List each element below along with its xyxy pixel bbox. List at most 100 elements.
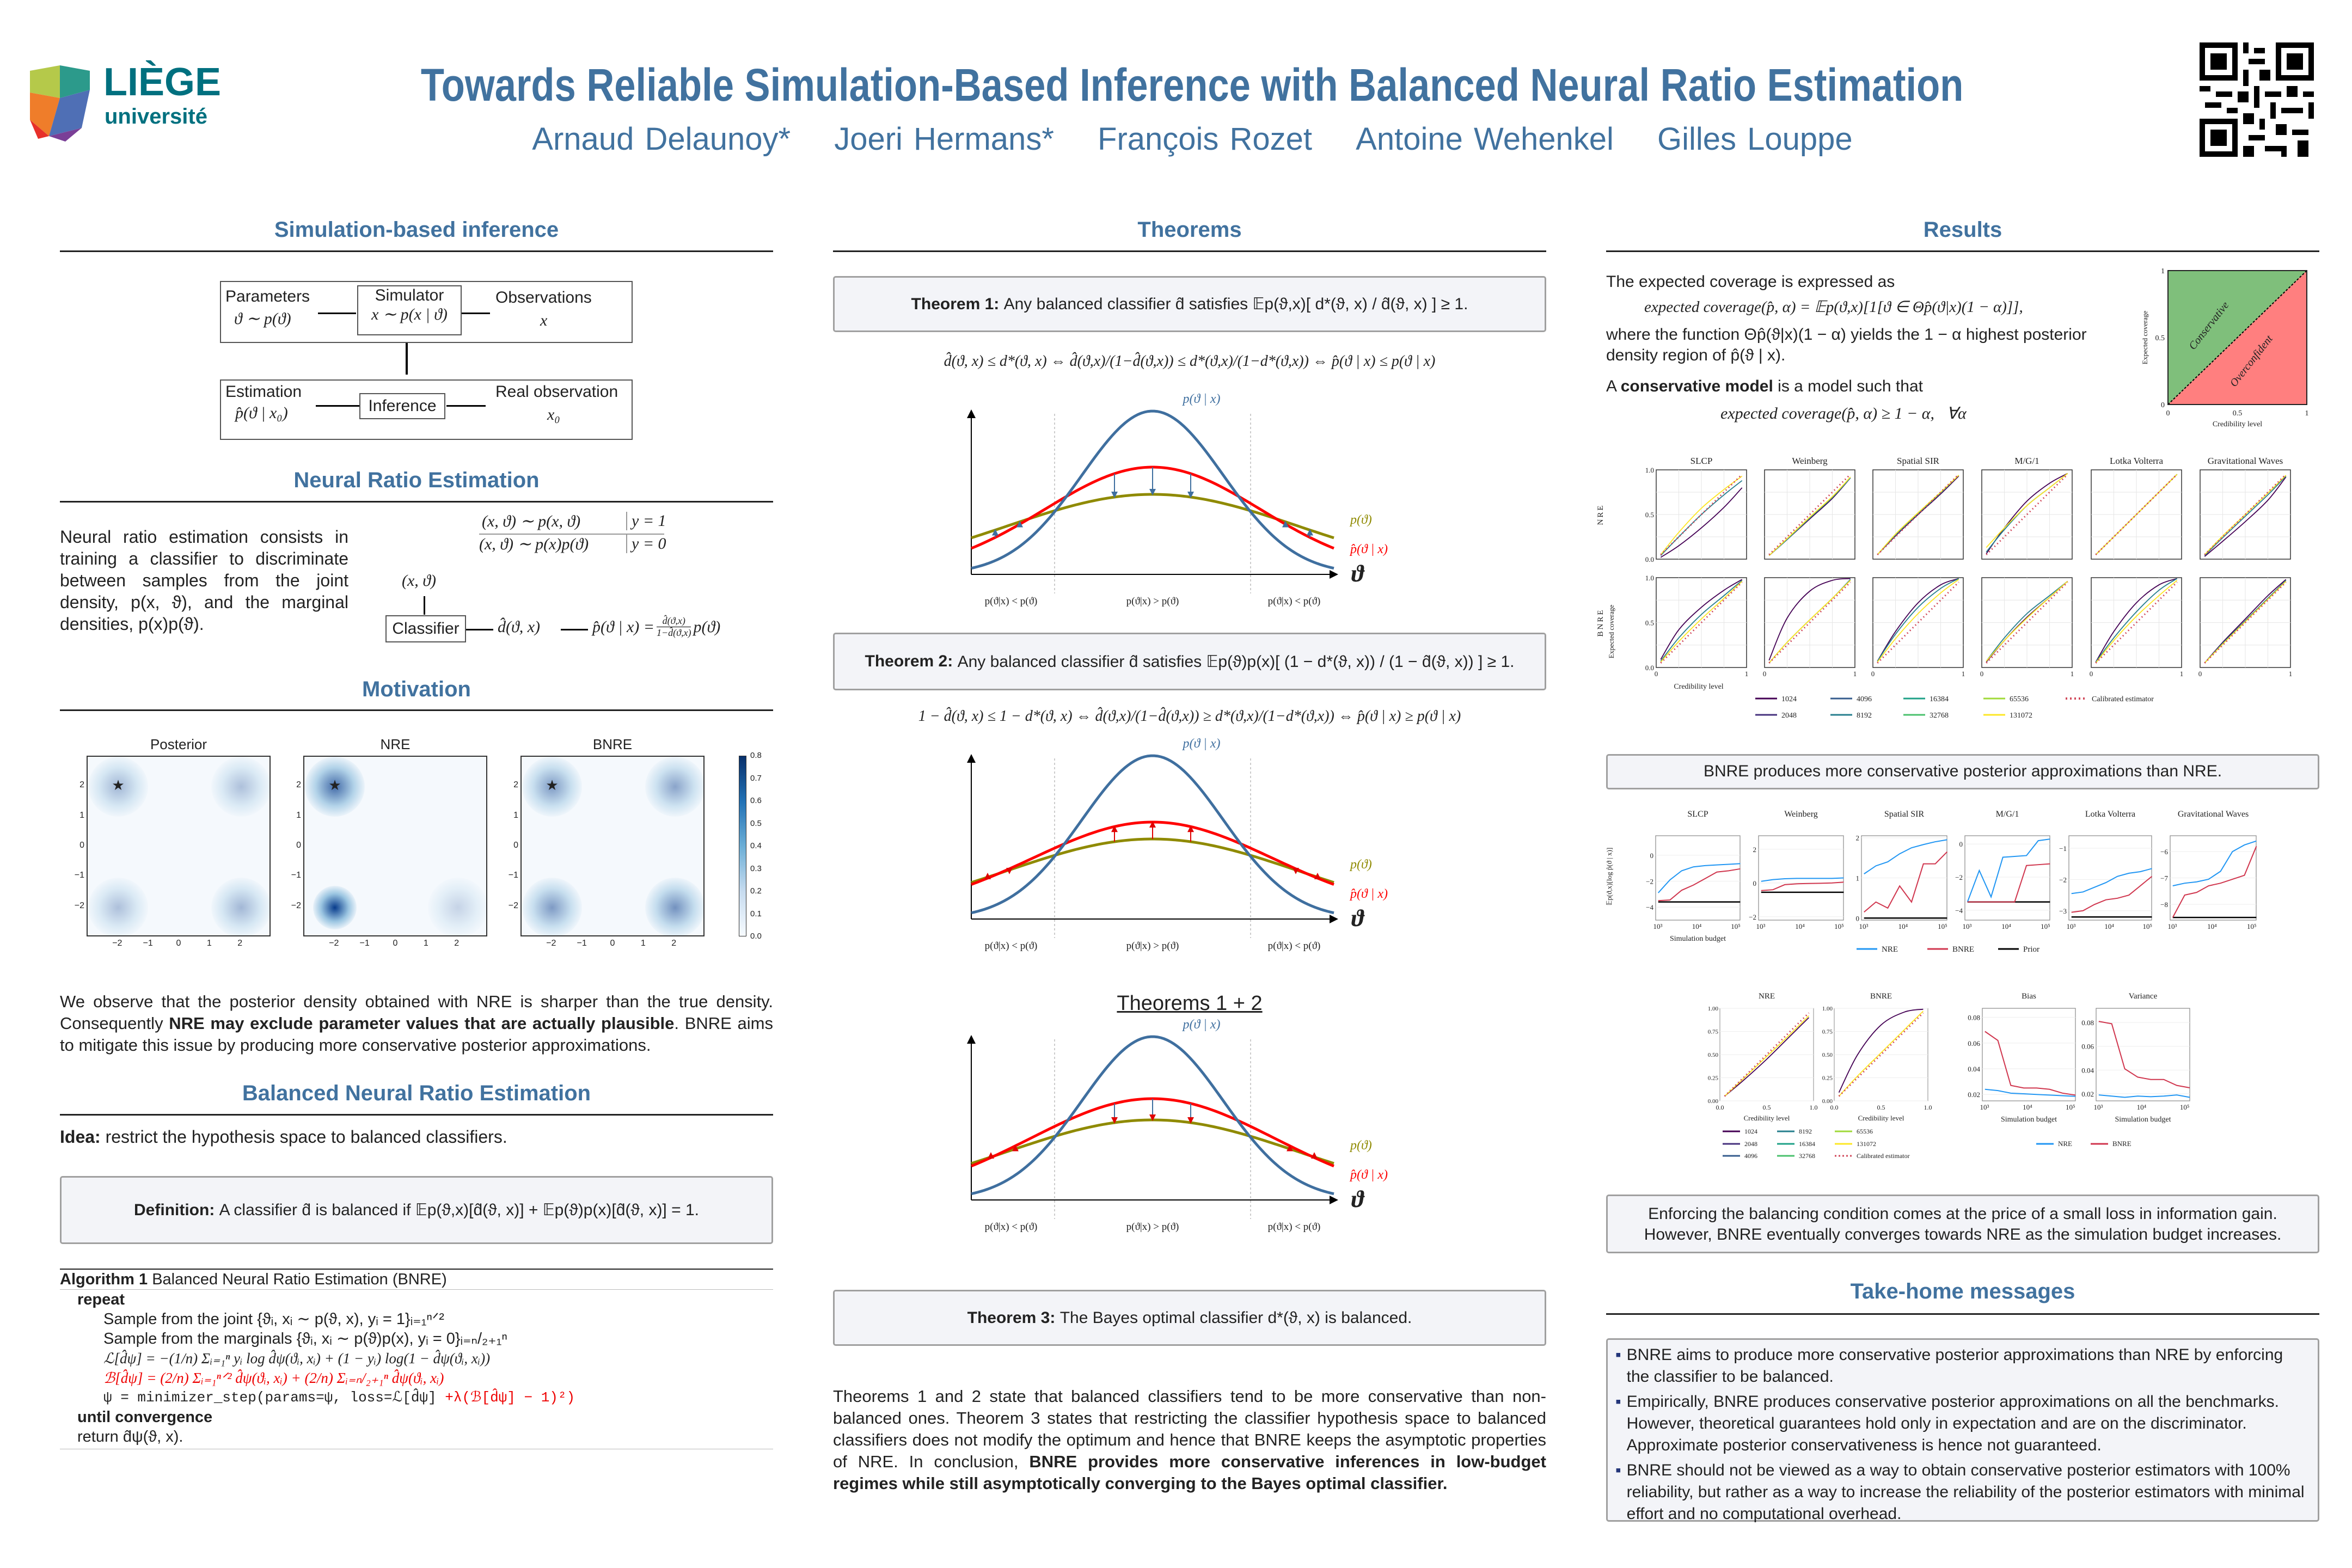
section-heading: Results: [1923, 218, 2002, 242]
definition-label: Definition:: [134, 1200, 215, 1219]
motivation-text-part: . BNRE aims to mitigate this issue by pr…: [60, 1014, 774, 1055]
legend-label: NRE: [1882, 945, 1898, 954]
theorem-2-box: Theorem 2: Any balanced classifier d̂ sa…: [833, 633, 1546, 690]
calibrated-line: [1986, 474, 2068, 555]
algorithm-title: Balanced Neural Ratio Estimation (BNRE): [152, 1271, 447, 1288]
simulator-math: x ∼ p(x | ϑ): [371, 305, 448, 323]
x-tick-label: 1: [2305, 409, 2309, 418]
x-tick-label: 10³: [1859, 922, 1869, 930]
region-label: p(ϑ|x) < p(ϑ): [985, 940, 1038, 952]
poster-title: Towards Reliable Simulation-Based Infere…: [421, 59, 1964, 111]
bullet-icon: ▪: [1615, 1346, 1621, 1364]
y-tick-label: 0.02: [1968, 1091, 1980, 1099]
coverage-line-1024: [1838, 1008, 1924, 1093]
coverage-line-1024: [1877, 578, 1959, 661]
y-tick-label: 0.06: [2081, 1043, 2094, 1051]
section-divider: [1606, 1313, 2319, 1315]
x-axis-label: Credibility level: [1674, 683, 1723, 691]
density-blob: [305, 757, 365, 817]
algorithm-line: Sample from the marginals {ϑᵢ, xᵢ ∼ p(ϑ)…: [103, 1330, 507, 1347]
x-tick-label: 0.0: [1830, 1104, 1839, 1111]
y-tick-label: 0: [1959, 840, 1963, 848]
x-tick-label: 2: [671, 939, 677, 948]
coverage-line-131072: [2095, 580, 2178, 664]
qr-code-icon[interactable]: [2200, 42, 2314, 157]
joint-sampling: (x, ϑ) ∼ p(x, ϑ): [482, 512, 581, 530]
region-label: p(ϑ|x) < p(ϑ): [1268, 940, 1321, 952]
calibrated-line: [1838, 1012, 1924, 1097]
bnre-line: [2071, 875, 2153, 913]
legend-label: BNRE: [2112, 1140, 2132, 1148]
panel-title: M/G/1: [1996, 810, 2019, 819]
algorithm-line: Sample from the joint {ϑᵢ, xᵢ ∼ p(ϑ, x),…: [103, 1310, 444, 1328]
density-blob: [211, 877, 270, 935]
legend-label: 1024: [1781, 695, 1797, 703]
coverage-line-1024: [2095, 578, 2177, 663]
y-tick-label: 0.50: [1708, 1052, 1719, 1058]
theorem-2-equation: 1 − d̂(ϑ, x) ≤ 1 − d*(ϑ, x) ⇔ d̂(ϑ,x)/(1…: [918, 708, 1461, 725]
x-tick-label: 10⁵: [2041, 922, 2050, 930]
legend-label: 32768: [1799, 1152, 1815, 1160]
real-observation-math: x₀: [547, 406, 560, 424]
legend-label: 4096: [1744, 1152, 1757, 1160]
x-tick-label: 10³: [1653, 922, 1663, 930]
x-tick-label: 10⁴: [2001, 922, 2011, 930]
panel-title: Lotka Volterra: [2085, 810, 2135, 819]
theorem-1-illustration: p(ϑ | x) p(ϑ) p̂(ϑ | x) ϑ p(ϑ|x) < p(ϑ) p(ϑ|x…: [967, 392, 1388, 607]
calibrated-line: [2095, 581, 2178, 664]
legend-label: 4096: [1857, 695, 1872, 703]
density-blob: [313, 885, 357, 929]
region-label: p(ϑ|x) > p(ϑ): [1126, 596, 1179, 607]
coverage-line-1024: [1660, 579, 1743, 660]
y-tick-label: 1: [513, 810, 518, 820]
coverage-line-1024: [2204, 476, 2287, 557]
estimation-label: Estimation: [225, 383, 302, 401]
approx-posterior-label: p̂(ϑ | x): [1349, 542, 1388, 556]
fraction-denominator: 1−d̂(ϑ,x): [657, 627, 691, 638]
posterior-prior: p(ϑ): [693, 617, 721, 636]
y-tick-label: −4: [1955, 906, 1963, 915]
section-divider: [60, 1114, 773, 1116]
y-axis-label: Expected coverage: [1607, 605, 1615, 659]
bias-variance-chart: NRE 0.00 0.25 0.50 0.75 1.00 0.0 0.5 1.0 Credibil…: [1708, 992, 2190, 1160]
x-tick-label: 10⁴: [2104, 922, 2114, 930]
legend-label: Calibrated estimator: [2092, 695, 2154, 703]
y-tick-label: −1: [2059, 844, 2067, 853]
y-tick-label: 2: [79, 780, 84, 790]
coverage-line-8192: [1768, 477, 1851, 556]
section-heading: Motivation: [362, 677, 471, 701]
coverage-equation: expected coverage(p̂, α) = 𝔼p(ϑ,x)[1[ϑ ∈…: [1644, 298, 2023, 316]
arrow-down-icon: [406, 343, 408, 375]
calibrated-line: [1660, 581, 1743, 664]
x-tick-label: 10⁵: [2142, 922, 2152, 930]
colorbar-tick-label: 0.7: [750, 773, 762, 783]
algorithm-keyword: repeat: [77, 1291, 125, 1308]
hpd-explanation: where the function Θp̂(ϑ|x)(1 − α) yield…: [1606, 326, 2087, 364]
row-label: NRE: [1596, 504, 1605, 525]
y-tick-label: 0.5: [1645, 619, 1654, 627]
x-tick-label: 10⁵: [1731, 922, 1741, 930]
estimation-math: p̂(ϑ | x₀): [235, 404, 288, 422]
calibrated-line: [1660, 474, 1743, 555]
algorithm-header: Algorithm 1 Balanced Neural Ratio Estima…: [60, 1269, 773, 1290]
nre-line: [1864, 839, 1947, 874]
x-tick-label: 10⁴: [2207, 922, 2217, 930]
y-tick-label: 0: [2161, 401, 2165, 409]
coverage-line-131072: [1877, 475, 1959, 555]
panel-title: Weinberg: [1792, 456, 1828, 466]
approx-posterior-label: p̂(ϑ | x): [1349, 1168, 1388, 1182]
x-tick-label: −2: [329, 939, 339, 948]
x-tick-label: 1.0: [1924, 1104, 1932, 1111]
y-tick-label: 2: [513, 780, 518, 790]
y-tick-label: −2: [1646, 877, 1653, 885]
y-tick-label: −3: [2059, 907, 2067, 915]
x-tick-label: −2: [546, 939, 556, 948]
algorithm-balance-line: ℬ[d̂ψ] = (2/n) Σᵢ₌₁ⁿᐟ² d̂ψ(ϑᵢ, xᵢ) + (2/…: [103, 1370, 444, 1386]
prior-curve: [971, 837, 1334, 884]
algorithm-line: ℒ[d̂ψ] = −(1/n) Σᵢ₌₁ⁿ yᵢ log d̂ψ(ϑᵢ, xᵢ)…: [103, 1350, 491, 1367]
x-tick-label: 1: [1853, 670, 1857, 678]
y-tick-label: −8: [2160, 901, 2168, 909]
x-tick-label: 1: [2071, 670, 2074, 678]
density-blob: [522, 877, 583, 935]
y-tick-label: −2: [508, 901, 518, 910]
